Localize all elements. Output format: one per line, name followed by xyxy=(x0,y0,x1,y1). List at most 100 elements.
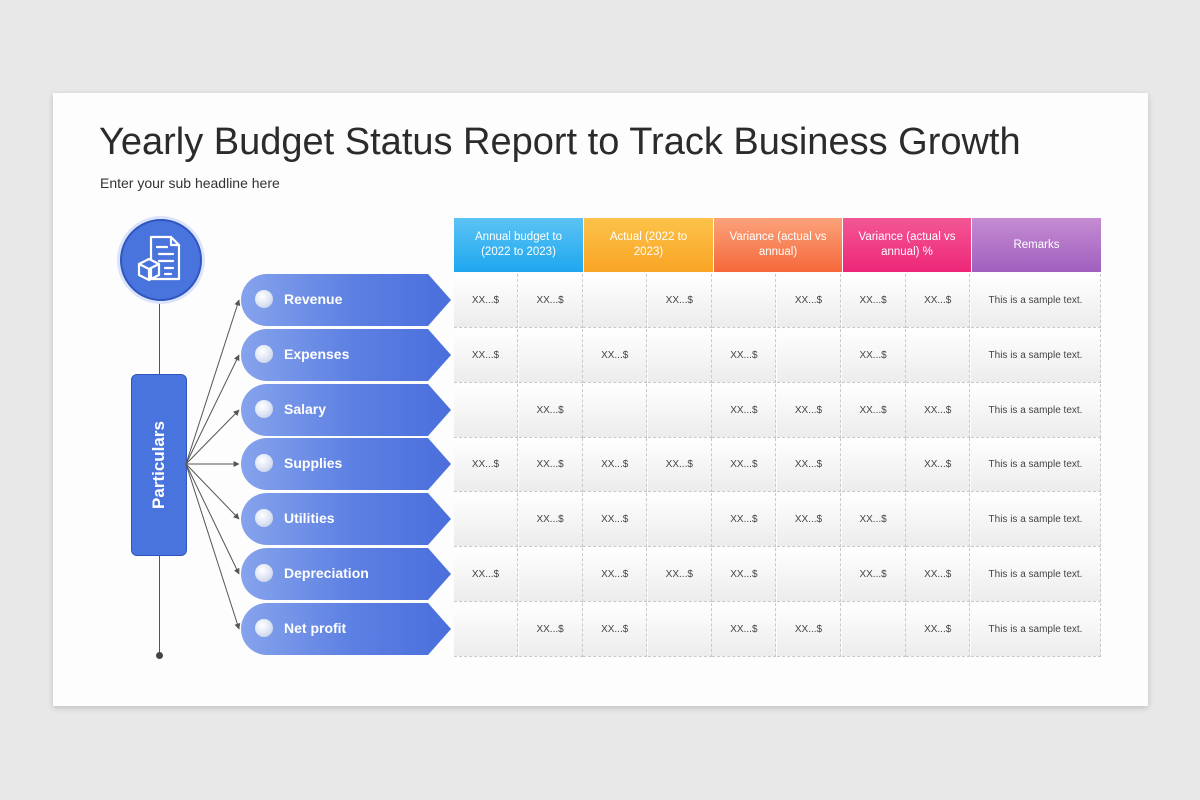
row-label-utilities: Utilities xyxy=(241,493,451,545)
table-cell: XX...$ xyxy=(712,603,777,657)
connector-arrow xyxy=(185,409,240,465)
bullet-icon xyxy=(255,509,273,527)
row-label-text: Utilities xyxy=(284,510,335,526)
table-cell xyxy=(777,329,841,383)
table-cell: XX...$ xyxy=(583,548,648,602)
table-cell: XX...$ xyxy=(777,384,841,438)
row-label-text: Supplies xyxy=(284,455,343,471)
table-cell xyxy=(518,548,583,602)
table-cell xyxy=(906,329,971,383)
table-cell xyxy=(647,384,712,438)
remark-cell: This is a sample text. xyxy=(971,603,1101,657)
table-cell: XX...$ xyxy=(712,438,777,492)
connector-arrow xyxy=(185,354,240,465)
table-cell xyxy=(454,384,518,438)
row-label-net-profit: Net profit xyxy=(241,603,451,655)
connector-arrows xyxy=(185,299,241,630)
table-cell: XX...$ xyxy=(777,274,841,328)
table-cell xyxy=(841,438,906,492)
sub-headline: Enter your sub headline here xyxy=(100,175,280,191)
table-cell xyxy=(583,274,648,328)
table-cell: XX...$ xyxy=(518,603,583,657)
table-cell: XX...$ xyxy=(841,493,906,547)
table-cell xyxy=(712,274,777,328)
remark-cell: This is a sample text. xyxy=(971,329,1101,383)
table-cell: XX...$ xyxy=(454,329,518,383)
table-cell: XX...$ xyxy=(712,493,777,547)
column-header-label: Annual budget to (2022 to 2023) xyxy=(475,231,562,258)
table-cell: XX...$ xyxy=(583,603,648,657)
column-header-label: Actual (2022 to 2023) xyxy=(609,231,688,258)
row-label-supplies: Supplies xyxy=(241,438,451,490)
table-cell: XX...$ xyxy=(906,438,971,492)
table-cell: XX...$ xyxy=(841,329,906,383)
row-label-text: Revenue xyxy=(284,291,343,307)
table-cell: XX...$ xyxy=(777,493,841,547)
table-cell: XX...$ xyxy=(583,329,648,383)
table-cell xyxy=(583,384,648,438)
connector-arrow xyxy=(185,463,240,575)
budget-table: XX...$ XX...$ XX...$ XX...$ XX...$ XX...$ This… xyxy=(454,274,1101,657)
report-document-icon xyxy=(120,219,202,301)
table-cell xyxy=(841,603,906,657)
table-cell: XX...$ xyxy=(454,274,518,328)
table-cell: XX...$ xyxy=(518,493,583,547)
row-label-revenue: Revenue xyxy=(241,274,451,326)
table-cell xyxy=(647,329,712,383)
table-cell: XX...$ xyxy=(777,603,841,657)
table-cell: XX...$ xyxy=(518,384,583,438)
bullet-icon xyxy=(255,454,273,472)
table-cell: XX...$ xyxy=(454,548,518,602)
table-cell: XX...$ xyxy=(583,438,648,492)
column-header-label: Variance (actual vs annual) % xyxy=(858,231,956,258)
table-cell: XX...$ xyxy=(647,438,712,492)
slide: Yearly Budget Status Report to Track Bus… xyxy=(53,93,1148,706)
table-cell: XX...$ xyxy=(777,438,841,492)
table-cell xyxy=(518,329,583,383)
bullet-icon xyxy=(255,564,273,582)
bullet-icon xyxy=(255,345,273,363)
row-label-text: Net profit xyxy=(284,620,347,636)
table-cell: XX...$ xyxy=(841,548,906,602)
table-cell: XX...$ xyxy=(518,274,583,328)
column-header-label: Remarks xyxy=(1013,238,1060,251)
row-label-expenses: Expenses xyxy=(241,329,451,381)
bullet-icon xyxy=(255,290,273,308)
table-cell xyxy=(906,493,971,547)
table-cell xyxy=(647,603,712,657)
row-label-text: Depreciation xyxy=(284,565,369,581)
table-cell: XX...$ xyxy=(583,493,648,547)
column-header-1: Annual budget to (2022 to 2023) xyxy=(454,218,583,272)
table-cell xyxy=(454,603,518,657)
remark-cell: This is a sample text. xyxy=(971,438,1101,492)
table-cell: XX...$ xyxy=(841,384,906,438)
table-cell xyxy=(647,493,712,547)
column-header-2: Actual (2022 to 2023) xyxy=(584,218,713,272)
table-cell: XX...$ xyxy=(841,274,906,328)
table-cell: XX...$ xyxy=(906,603,971,657)
table-cell: XX...$ xyxy=(712,548,777,602)
page-title: Yearly Budget Status Report to Track Bus… xyxy=(99,121,1021,163)
connector-arrow xyxy=(185,463,240,520)
table-cell: XX...$ xyxy=(906,548,971,602)
remark-cell: This is a sample text. xyxy=(971,274,1101,328)
column-header-3: Variance (actual vs annual) xyxy=(714,218,842,272)
table-cell xyxy=(454,493,518,547)
column-header-5: Remarks xyxy=(972,218,1101,272)
connector-arrow xyxy=(185,463,241,630)
table-cell xyxy=(777,548,841,602)
table-cell: XX...$ xyxy=(712,384,777,438)
table-cell: XX...$ xyxy=(712,329,777,383)
table-cell: XX...$ xyxy=(647,548,712,602)
remark-cell: This is a sample text. xyxy=(971,384,1101,438)
column-header-4: Variance (actual vs annual) % xyxy=(843,218,971,272)
connector-arrow xyxy=(185,299,241,465)
bullet-icon xyxy=(255,619,273,637)
row-label-text: Expenses xyxy=(284,346,350,362)
table-cell: XX...$ xyxy=(906,274,971,328)
row-label-salary: Salary xyxy=(241,384,451,436)
column-header-label: Variance (actual vs annual) xyxy=(729,231,827,258)
table-cell: XX...$ xyxy=(518,438,583,492)
row-label-depreciation: Depreciation xyxy=(241,548,451,600)
remark-cell: This is a sample text. xyxy=(971,493,1101,547)
